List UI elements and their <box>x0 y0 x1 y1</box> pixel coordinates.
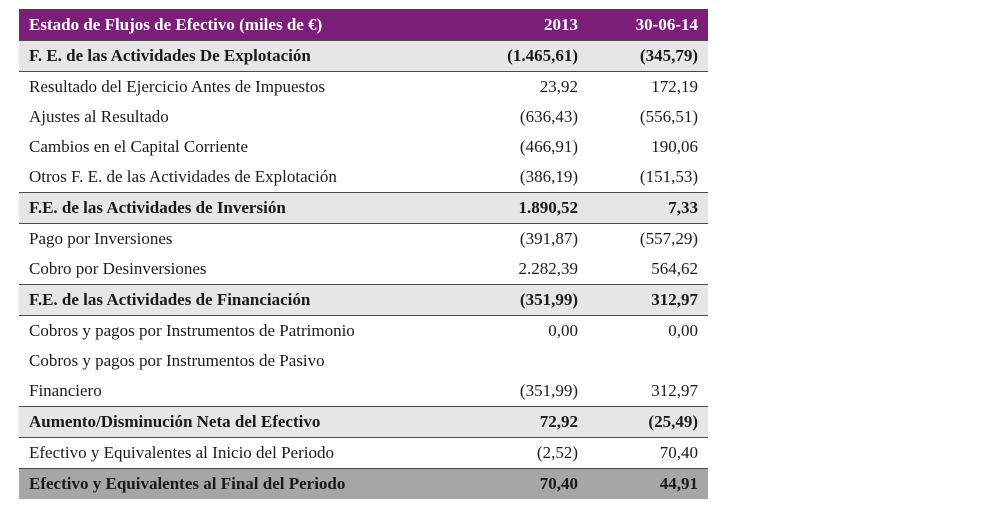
row-value-30-06-14: (556,51) <box>588 102 708 132</box>
row-label: Ajustes al Resultado <box>19 102 468 132</box>
row-value-2013: (351,99) <box>468 376 588 407</box>
table-row: Aumento/Disminución Neta del Efectivo 72… <box>19 406 708 438</box>
row-label: Cobros y pagos por Instrumentos de Patri… <box>19 315 468 346</box>
row-value-30-06-14: (151,53) <box>588 162 708 193</box>
row-value-30-06-14: 190,06 <box>588 132 708 162</box>
row-label: Cambios en el Capital Corriente <box>19 132 468 162</box>
table-row: Cobros y pagos por Instrumentos de Patri… <box>19 315 708 346</box>
row-label: Efectivo y Equivalentes al Final del Per… <box>19 468 468 499</box>
row-value-2013: (391,87) <box>468 223 588 254</box>
row-value-2013: (1.465,61) <box>468 40 588 72</box>
table-row: Ajustes al Resultado (636,43) (556,51) <box>19 102 708 132</box>
table-row: Resultado del Ejercicio Antes de Impuest… <box>19 71 708 102</box>
row-value-30-06-14: 312,97 <box>588 376 708 407</box>
row-value-30-06-14: (345,79) <box>588 40 708 72</box>
row-value-30-06-14: 172,19 <box>588 71 708 102</box>
row-value-30-06-14: 70,40 <box>588 437 708 469</box>
table-row: Otros F. E. de las Actividades de Explot… <box>19 162 708 193</box>
table-header-row: Estado de Flujos de Efectivo (miles de €… <box>19 9 708 41</box>
row-label: F.E. de las Actividades de Inversión <box>19 192 468 224</box>
row-value-2013: 1.890,52 <box>468 192 588 224</box>
row-value-30-06-14: 312,97 <box>588 284 708 316</box>
table-row: Efectivo y Equivalentes al Inicio del Pe… <box>19 437 708 469</box>
column-header-2013: 2013 <box>468 9 588 41</box>
row-value-2013: (351,99) <box>468 284 588 316</box>
table-row: Pago por Inversiones (391,87) (557,29) <box>19 223 708 254</box>
row-value-30-06-14: 564,62 <box>588 254 708 285</box>
row-value-2013: 70,40 <box>468 468 588 499</box>
row-label: Cobro por Desinversiones <box>19 254 468 285</box>
row-value-30-06-14: 7,33 <box>588 192 708 224</box>
row-value-2013: 23,92 <box>468 71 588 102</box>
row-label: Otros F. E. de las Actividades de Explot… <box>19 162 468 193</box>
table-row: F.E. de las Actividades de Inversión 1.8… <box>19 192 708 224</box>
cash-flow-table: Estado de Flujos de Efectivo (miles de €… <box>19 9 708 499</box>
row-value-30-06-14: 0,00 <box>588 315 708 346</box>
row-label-line-2: Financiero <box>19 376 468 407</box>
table-row: Financiero (351,99) 312,97 <box>19 376 708 407</box>
table-row: Cobro por Desinversiones 2.282,39 564,62 <box>19 254 708 285</box>
row-label: F.E. de las Actividades de Financiación <box>19 284 468 316</box>
row-value-2013: (2,52) <box>468 437 588 469</box>
table-row: Cobros y pagos por Instrumentos de Pasiv… <box>19 346 708 376</box>
table-row: F.E. de las Actividades de Financiación … <box>19 284 708 316</box>
table-row: F. E. de las Actividades De Explotación … <box>19 40 708 72</box>
row-value-30-06-14: (25,49) <box>588 406 708 438</box>
row-value-2013: 0,00 <box>468 315 588 346</box>
row-value-2013: 72,92 <box>468 406 588 438</box>
row-value-2013: (386,19) <box>468 162 588 193</box>
row-label: F. E. de las Actividades De Explotación <box>19 40 468 72</box>
row-label: Resultado del Ejercicio Antes de Impuest… <box>19 71 468 102</box>
row-label: Aumento/Disminución Neta del Efectivo <box>19 406 468 438</box>
row-value-30-06-14: 44,91 <box>588 468 708 499</box>
row-label: Pago por Inversiones <box>19 223 468 254</box>
row-label: Efectivo y Equivalentes al Inicio del Pe… <box>19 437 468 469</box>
row-label-line-1: Cobros y pagos por Instrumentos de Pasiv… <box>19 346 468 376</box>
table-row: Cambios en el Capital Corriente (466,91)… <box>19 132 708 162</box>
column-header-30-06-14: 30-06-14 <box>588 9 708 41</box>
table-title: Estado de Flujos de Efectivo (miles de €… <box>19 9 468 41</box>
row-value-2013: 2.282,39 <box>468 254 588 285</box>
row-value-30-06-14: (557,29) <box>588 223 708 254</box>
table-total-row: Efectivo y Equivalentes al Final del Per… <box>19 468 708 499</box>
row-value-2013: (466,91) <box>468 132 588 162</box>
row-value-2013: (636,43) <box>468 102 588 132</box>
